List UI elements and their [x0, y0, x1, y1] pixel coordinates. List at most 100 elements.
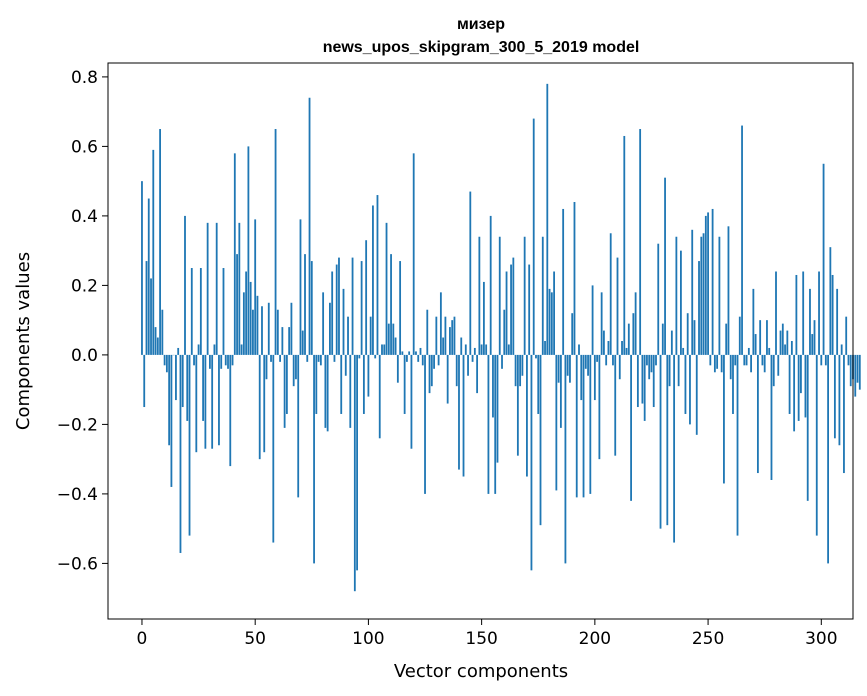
bar-209 [614, 354, 617, 456]
bar-265 [741, 125, 743, 355]
bar-244 [693, 320, 696, 355]
bar-76 [313, 354, 315, 564]
bar-52 [258, 354, 261, 460]
bar-16 [177, 347, 180, 355]
bar-223 [646, 354, 648, 366]
bar-147 [473, 347, 476, 355]
y-tick-label: −0.2 [57, 415, 98, 435]
bar-182 [553, 271, 555, 355]
bar-91 [347, 316, 349, 355]
bar-257 [723, 354, 725, 484]
bar-21 [188, 354, 191, 536]
bar-304 [829, 247, 832, 355]
bar-114 [399, 261, 402, 355]
bar-80 [322, 292, 325, 355]
bar-221 [641, 354, 644, 404]
bar-179 [546, 83, 549, 355]
bar-116 [403, 354, 406, 414]
bar-139 [455, 354, 458, 387]
bar-99 [365, 240, 368, 355]
bar-118 [408, 351, 411, 355]
bar-198 [589, 354, 592, 494]
bar-27 [202, 354, 205, 421]
bar-171 [528, 264, 531, 355]
bar-173 [532, 118, 535, 355]
bar-151 [482, 281, 485, 355]
bar-260 [729, 354, 732, 380]
bar-83 [329, 302, 331, 355]
bar-234 [670, 330, 673, 355]
bar-20 [186, 354, 189, 421]
bar-50 [254, 219, 257, 355]
x-tick-label: 100 [352, 629, 384, 649]
bar-12 [168, 354, 171, 446]
bar-36 [222, 268, 225, 355]
bar-149 [478, 236, 481, 355]
bar-206 [607, 341, 610, 355]
bar-289 [795, 274, 798, 355]
bar-311 [845, 316, 848, 355]
bar-134 [444, 316, 447, 355]
bar-214 [625, 347, 628, 355]
bar-216 [630, 354, 632, 501]
bar-180 [548, 288, 551, 355]
bar-312 [847, 354, 850, 366]
bar-25 [197, 344, 200, 355]
bar-185 [559, 354, 562, 428]
bar-7 [156, 337, 159, 355]
bar-310 [843, 354, 845, 474]
bar-105 [378, 354, 381, 439]
bar-295 [809, 288, 811, 355]
bar-284 [784, 344, 786, 355]
bar-226 [652, 354, 655, 408]
bar-56 [267, 302, 270, 355]
bar-100 [367, 354, 370, 397]
bar-152 [485, 344, 488, 355]
bar-254 [716, 354, 719, 369]
bar-71 [301, 330, 304, 355]
bar-68 [295, 354, 297, 380]
bar-45 [242, 292, 245, 355]
bar-303 [827, 354, 829, 564]
bar-263 [736, 354, 739, 536]
bar-306 [833, 354, 836, 439]
bar-125 [424, 354, 426, 494]
bar-262 [734, 354, 737, 366]
bar-207 [609, 233, 612, 355]
bar-142 [462, 354, 465, 477]
bar-261 [732, 354, 734, 414]
bar-57 [270, 354, 272, 362]
bar-153 [487, 354, 490, 494]
bar-70 [299, 219, 302, 355]
bar-162 [507, 344, 510, 355]
bar-237 [677, 354, 680, 387]
y-tick-label: 0.4 [71, 207, 98, 227]
bar-97 [360, 261, 363, 355]
bar-49 [252, 309, 254, 355]
bar-271 [754, 334, 757, 355]
bar-73 [306, 354, 309, 362]
bar-252 [711, 208, 714, 355]
bar-293 [804, 354, 807, 418]
bar-175 [537, 354, 540, 414]
bar-111 [392, 323, 395, 355]
bar-253 [713, 354, 716, 373]
bar-67 [292, 354, 295, 387]
bar-192 [575, 354, 578, 498]
bar-115 [401, 351, 404, 355]
bar-165 [514, 354, 517, 387]
bar-270 [752, 288, 755, 355]
bar-232 [666, 354, 669, 526]
bar-84 [331, 271, 334, 355]
bar-32 [213, 344, 216, 355]
bar-170 [526, 354, 528, 477]
bar-24 [195, 354, 198, 453]
bar-210 [616, 257, 619, 355]
bar-217 [632, 313, 635, 355]
bar-108 [385, 222, 388, 355]
bar-251 [709, 354, 712, 366]
bar-277 [768, 347, 771, 355]
bar-51 [256, 295, 259, 355]
bar-54 [263, 354, 266, 453]
